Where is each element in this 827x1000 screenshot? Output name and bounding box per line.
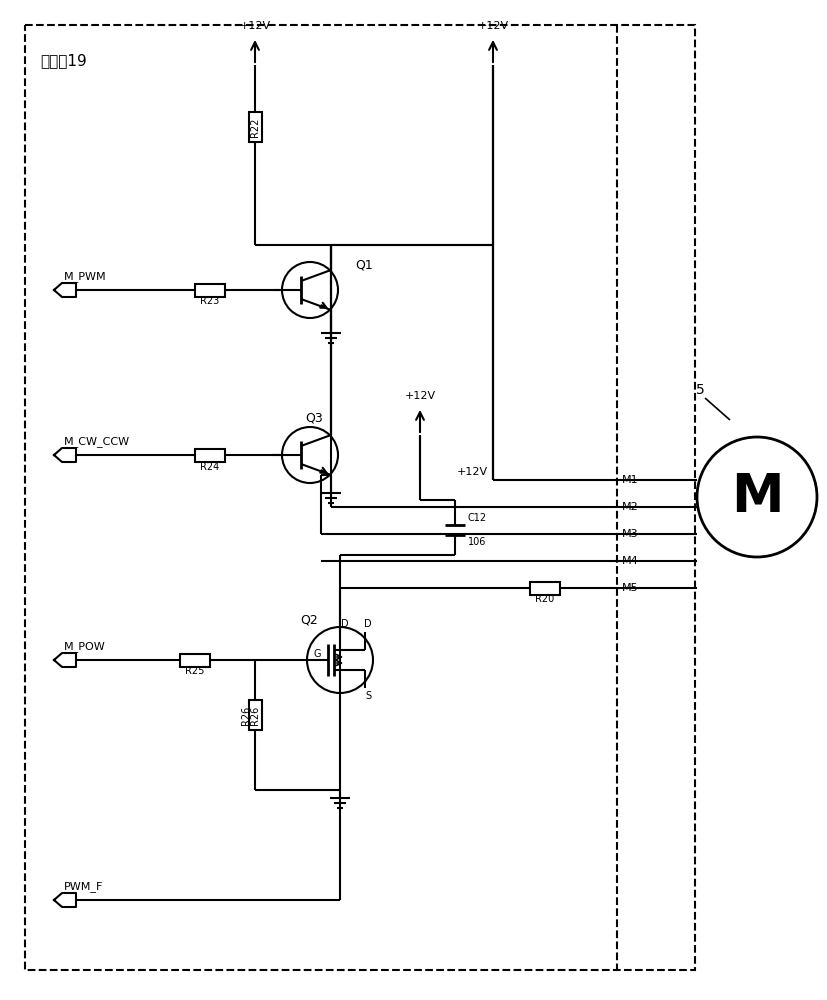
Text: M1: M1	[622, 475, 638, 485]
Text: +12V: +12V	[457, 467, 488, 477]
Text: G: G	[313, 649, 321, 659]
Text: M_POW: M_POW	[64, 642, 106, 652]
Bar	[248, 112, 261, 142]
Text: S: S	[365, 691, 371, 701]
Text: M: M	[731, 471, 783, 523]
Bar	[195, 284, 225, 296]
Text: +12V: +12V	[404, 391, 436, 401]
Text: M5: M5	[622, 583, 638, 593]
Text: M_PWM: M_PWM	[64, 272, 107, 282]
Text: 106: 106	[468, 537, 486, 547]
Text: C12: C12	[468, 513, 487, 523]
Bar	[180, 654, 210, 666]
Text: D: D	[342, 619, 349, 629]
Text: R25: R25	[185, 666, 205, 676]
Text: M2: M2	[622, 502, 638, 512]
Text: 驱动模19: 驱动模19	[40, 53, 87, 68]
Text: 5: 5	[696, 383, 705, 397]
Text: R26: R26	[241, 705, 251, 725]
Text: D: D	[364, 619, 372, 629]
Text: Q2: Q2	[300, 613, 318, 626]
Text: R23: R23	[200, 296, 220, 306]
Text: M4: M4	[622, 556, 638, 566]
Text: PWM_F: PWM_F	[64, 882, 103, 892]
Text: M_CW_CCW: M_CW_CCW	[64, 437, 130, 447]
Bar	[530, 582, 560, 594]
Text: M3: M3	[622, 529, 638, 539]
Text: R20: R20	[535, 594, 555, 604]
Text: R22: R22	[250, 117, 260, 137]
Text: R24: R24	[200, 462, 220, 472]
Text: R26: R26	[250, 705, 260, 725]
Text: Q1: Q1	[355, 258, 373, 271]
Text: +12V: +12V	[477, 21, 509, 31]
Bar	[25, 25, 695, 970]
Bar	[248, 700, 261, 730]
Text: Q3: Q3	[305, 412, 323, 424]
Bar	[195, 448, 225, 462]
Text: +12V: +12V	[240, 21, 270, 31]
